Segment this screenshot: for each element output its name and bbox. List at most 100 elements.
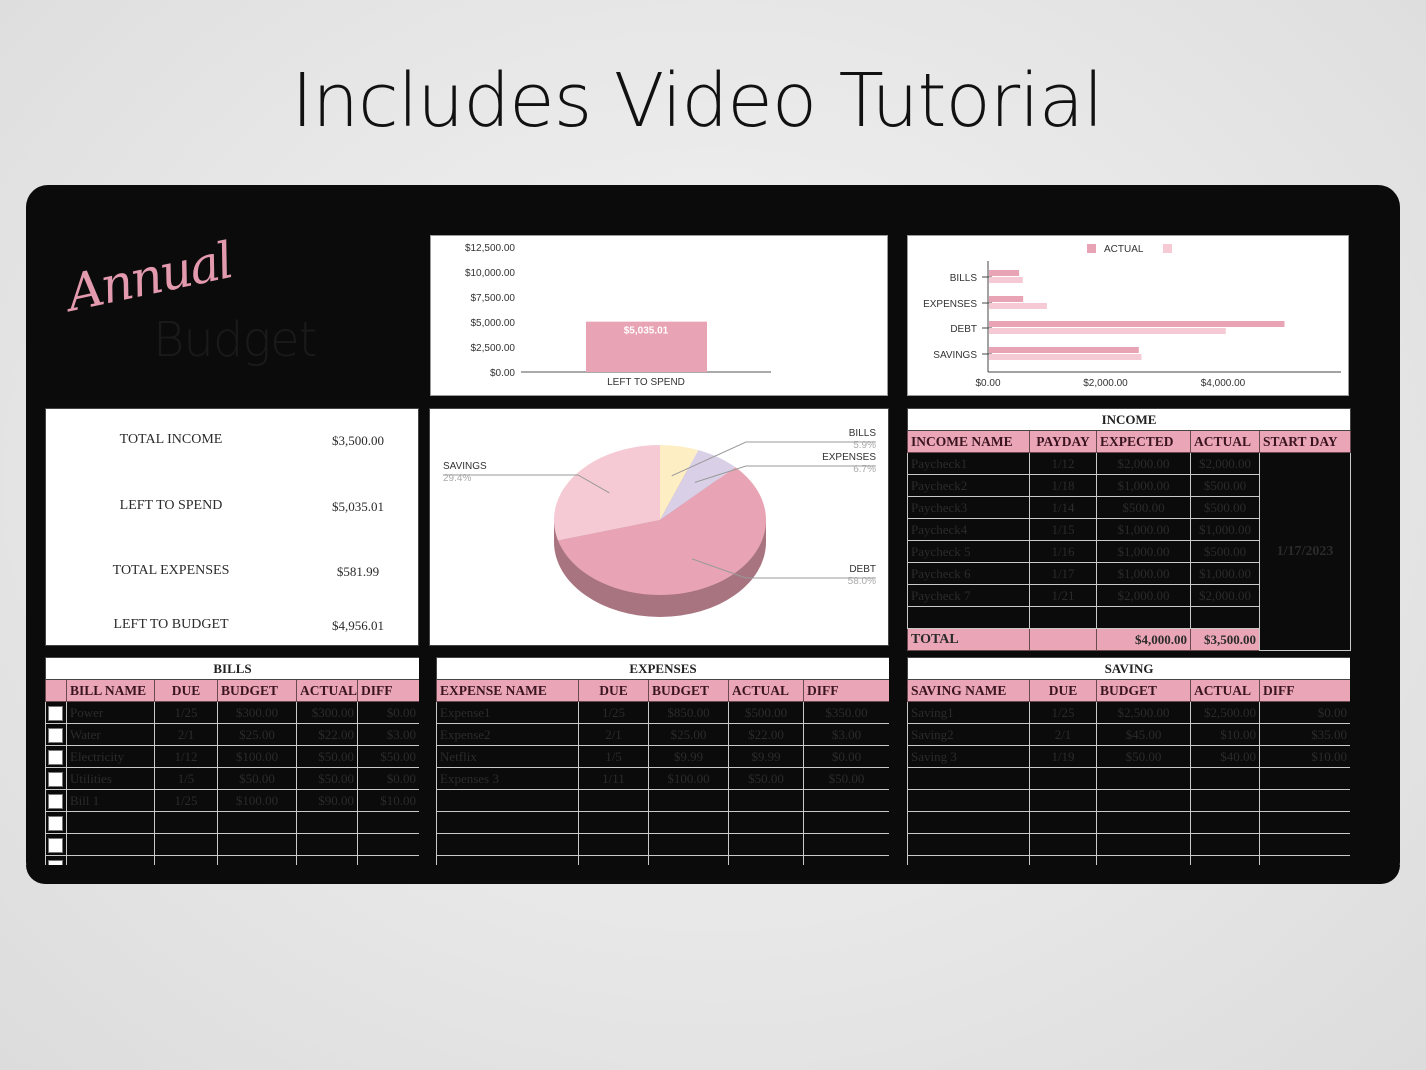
table-cell[interactable]: 1/12 [154, 745, 218, 768]
table-cell[interactable] [728, 789, 804, 812]
table-cell[interactable]: $1,000.00 [1096, 518, 1191, 541]
table-cell[interactable]: $45.00 [1096, 723, 1191, 746]
table-cell[interactable] [578, 833, 649, 856]
table-cell[interactable] [907, 767, 1030, 790]
table-cell[interactable]: $22.00 [296, 723, 358, 746]
table-cell[interactable]: Saving1 [907, 701, 1030, 724]
table-cell[interactable]: Expense2 [436, 723, 579, 746]
table-cell[interactable]: $500.00 [1190, 474, 1260, 497]
table-cell[interactable]: Expenses 3 [436, 767, 579, 790]
table-cell[interactable]: $50.00 [296, 767, 358, 790]
table-cell[interactable] [154, 811, 218, 834]
row-checkbox[interactable] [48, 727, 63, 743]
table-cell[interactable]: Paycheck3 [907, 496, 1030, 519]
table-cell[interactable]: $50.00 [1096, 745, 1191, 768]
table-cell[interactable] [1258, 833, 1350, 856]
table-cell[interactable]: Paycheck 7 [907, 584, 1030, 607]
table-cell[interactable]: Utilities [66, 767, 155, 790]
table-cell[interactable] [356, 833, 419, 856]
table-cell[interactable] [1029, 789, 1097, 812]
table-cell[interactable]: $0.00 [802, 745, 889, 768]
table-cell[interactable] [1190, 811, 1260, 834]
table-cell[interactable] [66, 833, 155, 856]
table-cell[interactable]: Saving2 [907, 723, 1030, 746]
table-cell[interactable] [1096, 833, 1191, 856]
row-checkbox[interactable] [48, 837, 63, 853]
table-cell[interactable]: $500.00 [1190, 496, 1260, 519]
table-cell[interactable] [1258, 767, 1350, 790]
table-cell[interactable]: 2/1 [1029, 723, 1097, 746]
table-cell[interactable] [1029, 855, 1097, 865]
table-cell[interactable]: 1/5 [154, 767, 218, 790]
table-cell[interactable]: 1/19 [1029, 745, 1097, 768]
row-checkbox[interactable] [48, 749, 63, 765]
table-cell[interactable]: 1/16 [1029, 540, 1097, 563]
table-cell[interactable]: Paycheck4 [907, 518, 1030, 541]
table-cell[interactable] [1029, 606, 1097, 629]
table-cell[interactable] [728, 855, 804, 865]
table-cell[interactable] [1096, 811, 1191, 834]
table-cell[interactable] [436, 789, 579, 812]
table-cell[interactable] [217, 811, 297, 834]
table-cell[interactable] [1190, 833, 1260, 856]
table-cell[interactable]: $1,000.00 [1096, 562, 1191, 585]
table-cell[interactable]: $850.00 [648, 701, 729, 724]
table-cell[interactable]: $0.00 [356, 701, 419, 724]
table-cell[interactable] [154, 833, 218, 856]
table-cell[interactable]: Water [66, 723, 155, 746]
table-cell[interactable] [1096, 789, 1191, 812]
table-cell[interactable]: $100.00 [217, 745, 297, 768]
table-cell[interactable] [1190, 855, 1260, 865]
table-cell[interactable] [1258, 811, 1350, 834]
table-cell[interactable]: Netflix [436, 745, 579, 768]
table-cell[interactable]: Paycheck2 [907, 474, 1030, 497]
table-cell[interactable] [296, 811, 358, 834]
table-cell[interactable]: $50.00 [802, 767, 889, 790]
table-cell[interactable] [802, 855, 889, 865]
table-cell[interactable]: 1/15 [1029, 518, 1097, 541]
table-cell[interactable]: 1/25 [578, 701, 649, 724]
table-cell[interactable]: Power [66, 701, 155, 724]
table-cell[interactable]: $10.00 [1258, 745, 1350, 768]
table-cell[interactable] [356, 811, 419, 834]
table-cell[interactable] [907, 833, 1030, 856]
table-cell[interactable]: $1,000.00 [1096, 474, 1191, 497]
table-cell[interactable] [1190, 789, 1260, 812]
row-checkbox[interactable] [48, 815, 63, 831]
table-cell[interactable] [1029, 767, 1097, 790]
table-cell[interactable] [1096, 855, 1191, 865]
table-cell[interactable]: 1/25 [154, 789, 218, 812]
table-cell[interactable]: Electricity [66, 745, 155, 768]
table-cell[interactable]: 1/18 [1029, 474, 1097, 497]
table-cell[interactable]: $1,000.00 [1190, 518, 1260, 541]
table-cell[interactable] [66, 811, 155, 834]
table-cell[interactable] [1190, 767, 1260, 790]
table-cell[interactable]: $0.00 [1258, 701, 1350, 724]
table-cell[interactable]: $50.00 [356, 745, 419, 768]
table-cell[interactable] [648, 789, 729, 812]
table-cell[interactable]: $50.00 [296, 745, 358, 768]
table-cell[interactable]: 1/25 [154, 701, 218, 724]
table-cell[interactable]: $10.00 [356, 789, 419, 812]
table-cell[interactable]: 2/1 [578, 723, 649, 746]
table-cell[interactable] [802, 789, 889, 812]
table-cell[interactable] [1258, 789, 1350, 812]
table-cell[interactable] [728, 833, 804, 856]
table-cell[interactable]: $2,500.00 [1096, 701, 1191, 724]
table-cell[interactable]: $50.00 [217, 767, 297, 790]
table-cell[interactable]: Saving 3 [907, 745, 1030, 768]
table-cell[interactable] [154, 855, 218, 865]
table-cell[interactable] [728, 811, 804, 834]
table-cell[interactable]: $0.00 [356, 767, 419, 790]
table-cell[interactable] [1096, 606, 1191, 629]
table-cell[interactable]: $500.00 [728, 701, 804, 724]
table-cell[interactable]: $2,000.00 [1190, 584, 1260, 607]
table-cell[interactable] [648, 855, 729, 865]
table-cell[interactable]: $100.00 [217, 789, 297, 812]
table-cell[interactable] [356, 855, 419, 865]
table-cell[interactable]: Bill 1 [66, 789, 155, 812]
table-cell[interactable] [436, 811, 579, 834]
table-cell[interactable]: 2/1 [154, 723, 218, 746]
table-cell[interactable]: $300.00 [217, 701, 297, 724]
table-cell[interactable]: 1/11 [578, 767, 649, 790]
